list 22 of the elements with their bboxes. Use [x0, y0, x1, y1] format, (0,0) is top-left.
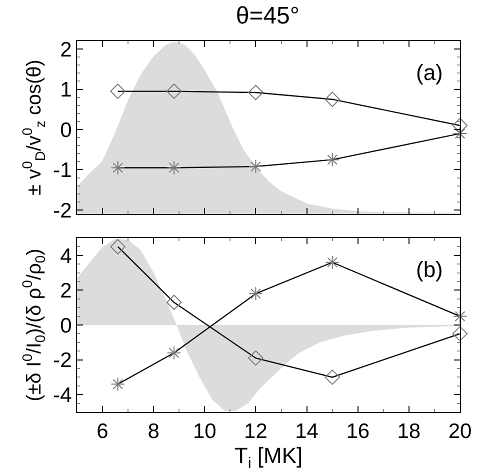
x-tick-label: 20: [448, 420, 472, 444]
y-tick-label: -4: [53, 384, 72, 407]
y-tick-label: -2: [53, 199, 72, 222]
x-tick-label: 14: [295, 420, 319, 444]
x-tick-label: 16: [346, 420, 370, 444]
y-tick-label: 4: [60, 244, 72, 268]
y-tick-label: 0: [60, 314, 72, 338]
annotation: (a): [416, 60, 443, 85]
y-tick-label: 2: [60, 280, 72, 303]
x-tick-label: 10: [192, 420, 216, 444]
y-tick-label: 2: [60, 38, 72, 62]
y-tick-label: -2: [53, 349, 72, 372]
y-tick-label: 0: [60, 118, 72, 142]
x-tick-label: 12: [244, 420, 268, 444]
x-axis-title: T$_{i}$ [MK]: [234, 443, 303, 472]
y-tick-label: -1: [53, 159, 72, 182]
x-tick-label: 8: [148, 420, 160, 444]
x-tick-label: 18: [397, 420, 421, 444]
x-tick-label: 6: [96, 420, 108, 444]
chart-title: θ=45°: [236, 2, 300, 30]
y-tick-label: 1: [60, 78, 72, 102]
annotation: (b): [416, 257, 443, 282]
